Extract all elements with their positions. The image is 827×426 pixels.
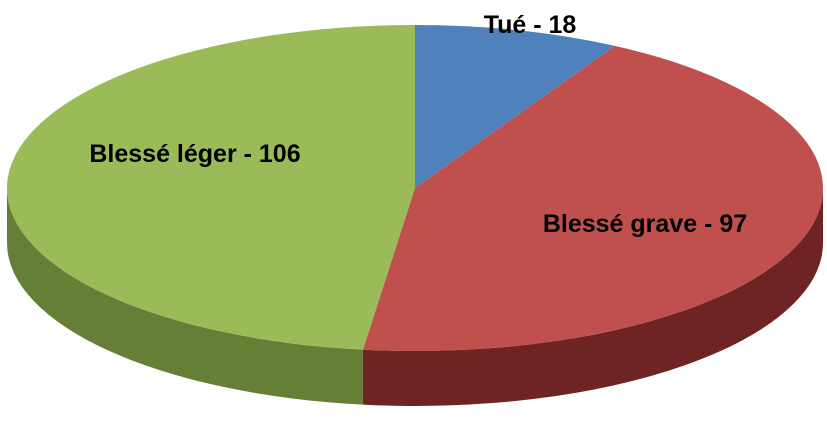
pie-slice-side	[7, 188, 363, 405]
data-label: Blessé grave - 97	[542, 210, 748, 238]
data-label: Tué - 18	[483, 11, 577, 39]
pie-slice-side	[362, 188, 823, 406]
data-label: Blessé léger - 106	[89, 140, 301, 168]
pie-slice	[7, 25, 416, 350]
pie-slice	[362, 45, 823, 352]
pie-slice	[415, 25, 615, 188]
